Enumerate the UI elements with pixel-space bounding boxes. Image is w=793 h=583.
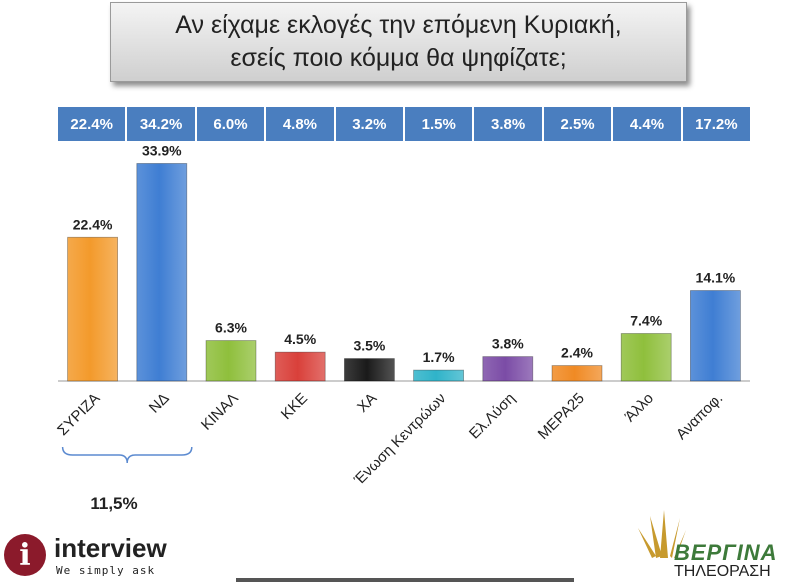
bar-value-label: 1.7% (423, 349, 455, 365)
bar-value-label: 4.5% (284, 331, 316, 347)
bracket-annotation (61, 446, 193, 464)
title-line-1: Αν είχαμε εκλογές την επόμενη Κυριακή, (175, 11, 622, 39)
category-tick-label: ΧΑ (354, 390, 380, 416)
interview-logo-name: interview (54, 533, 167, 563)
bar-value-label: 22.4% (73, 216, 113, 232)
vergina-tv-logo: ΒΕΡΓΙΝΑ ΤΗΛΕΟΡΑΣΗ (620, 490, 792, 582)
bar (620, 333, 672, 382)
bar-value-label: 33.9% (142, 142, 182, 158)
bar-value-label: 6.3% (215, 320, 247, 336)
interview-info-icon: i (4, 534, 46, 576)
bar (136, 163, 188, 382)
interview-logo: i interview We simply ask (2, 531, 177, 581)
sun-rays-icon (638, 510, 686, 558)
bar (551, 365, 603, 382)
previous-result-cell: 3.8% (474, 107, 544, 141)
category-tick-label: Άλλο (622, 390, 657, 425)
category-tick-label: ΣΥΡΙΖΑ (54, 390, 103, 439)
category-tick-label: Ελ.Λύση (466, 390, 519, 443)
bar (413, 369, 465, 382)
title-line-2: εσείς ποιο κόμμα θα ψηφίζατε; (230, 44, 567, 72)
interview-logo-tagline: We simply ask (56, 564, 156, 577)
previous-results-row: 22.4% 34.2% 6.0% 4.8% 3.2% 1.5% 3.8% 2.5% 4.4% 17… (58, 107, 751, 141)
bar (690, 290, 741, 382)
bar (343, 358, 395, 382)
previous-result-cell: 17.2% (682, 107, 751, 141)
previous-result-cell: 2.5% (543, 107, 614, 141)
bar (205, 340, 257, 382)
previous-result-cell: 1.5% (405, 107, 475, 141)
bar (274, 351, 326, 382)
bar-value-label: 2.4% (561, 345, 593, 361)
bar-value-label: 3.5% (353, 338, 385, 354)
category-tick-label: ΜΕΡΑ25 (535, 390, 588, 443)
bar (482, 356, 534, 382)
bracket-annotation-label: 11,5% (90, 494, 138, 513)
vergina-logo-name: ΒΕΡΓΙΝΑ (674, 540, 778, 565)
category-tick-label: ΝΔ (146, 390, 173, 417)
bottom-divider (236, 578, 574, 582)
previous-result-cell: 4.4% (613, 107, 683, 141)
previous-result-cell: 4.8% (266, 107, 336, 141)
previous-result-cell: 22.4% (58, 107, 128, 141)
bar (67, 236, 118, 382)
bar-value-label: 3.8% (492, 336, 524, 352)
vergina-logo-subtitle: ΤΗΛΕΟΡΑΣΗ (674, 563, 771, 580)
previous-result-cell: 34.2% (127, 107, 197, 141)
category-tick-label: ΚΙΝΑΛ (198, 390, 242, 434)
chart-title-box: Αν είχαμε εκλογές την επόμενη Κυριακή, ε… (110, 2, 687, 82)
bar-value-label: 14.1% (696, 270, 736, 286)
bar-value-label: 7.4% (630, 313, 662, 329)
previous-result-cell: 3.2% (335, 107, 406, 141)
category-tick-label: Αναποφ. (673, 390, 726, 443)
previous-result-cell: 6.0% (196, 107, 267, 141)
category-tick-label: ΚΚΕ (278, 390, 311, 423)
